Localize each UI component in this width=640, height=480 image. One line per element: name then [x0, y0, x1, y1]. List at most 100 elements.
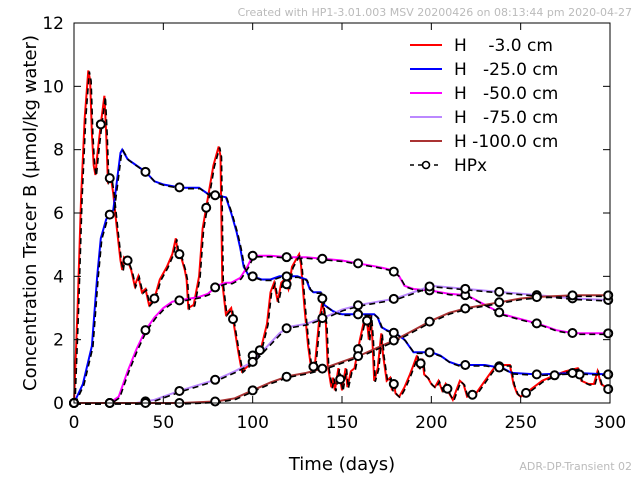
hpx-marker [460, 303, 471, 314]
hpx-marker [388, 335, 399, 346]
x-tick-label: 300 [594, 413, 626, 433]
hpx-marker [353, 309, 364, 320]
legend-marker [421, 160, 431, 170]
y-axis-label: Concentration Tracer B (µmol/kg water) [20, 35, 41, 391]
hpx-marker [281, 252, 292, 263]
hpx-marker [281, 279, 292, 290]
hpx-marker [424, 347, 435, 358]
y-tick-label: 4 [53, 267, 64, 287]
hpx-marker [210, 374, 221, 385]
hpx-line [75, 295, 611, 405]
y-tick-label: 12 [42, 14, 64, 34]
hpx-marker [362, 315, 373, 326]
x-tick-label: 50 [153, 413, 175, 433]
hpx-marker [254, 345, 265, 356]
legend-label: H -75.0 cm [454, 108, 558, 128]
hpx-marker [353, 300, 364, 311]
axis-ticks: 0 50 100 150 200 250 300 0 2 4 6 8 10 12 [42, 14, 626, 433]
legend-label: H -3.0 cm [454, 36, 553, 56]
hpx-marker [281, 371, 292, 382]
hpx-marker [424, 316, 435, 327]
hpx-marker [353, 258, 364, 269]
hpx-marker [521, 387, 532, 398]
hpx-line [74, 71, 612, 405]
hpx-marker [460, 360, 471, 370]
hpx-marker [317, 363, 328, 374]
y-tick-label: 8 [53, 141, 64, 161]
hpx-marker [531, 318, 542, 329]
plot-frame [73, 22, 611, 404]
legend-label: H -25.0 cm [454, 60, 558, 80]
hpx-marker [174, 295, 185, 306]
hpx-marker [247, 385, 258, 396]
hpx-marker [247, 356, 258, 367]
y-tick-label: 6 [53, 204, 64, 224]
hpx-marker [247, 250, 258, 261]
x-tick-label: 200 [415, 413, 447, 433]
series-line [74, 294, 610, 404]
series-line [74, 284, 611, 404]
x-axis-label: Time (days) [288, 454, 395, 475]
hpx-marker [415, 358, 426, 369]
hpx-marker [494, 307, 505, 318]
hpx-marker [603, 384, 614, 395]
hpx-marker [603, 328, 614, 339]
hpx-marker [281, 271, 292, 282]
hpx-marker [567, 290, 578, 301]
hpx-marker [603, 290, 614, 301]
y-tick-label: 10 [42, 77, 64, 97]
series-layer [69, 70, 614, 408]
hpx-marker [567, 367, 578, 378]
hpx-marker [467, 389, 478, 400]
hpx-marker [531, 369, 542, 380]
hpx-marker [210, 396, 221, 407]
hpx-marker [104, 209, 115, 220]
hpx-marker [494, 362, 505, 373]
hpx-marker [122, 255, 133, 266]
hpx-marker [603, 369, 614, 380]
hpx-marker [201, 202, 212, 213]
y-tick-label: 0 [53, 394, 64, 414]
hpx-marker [567, 328, 578, 339]
hpx-marker [174, 249, 185, 260]
hpx-marker [247, 271, 258, 282]
series-line [73, 70, 611, 404]
x-tick-label: 0 [69, 413, 80, 433]
hpx-marker [317, 253, 328, 264]
hpx-marker [174, 182, 185, 193]
hpx-marker [149, 293, 160, 304]
hpx-marker [388, 266, 399, 277]
hpx-marker [104, 173, 115, 184]
hpx-marker [442, 383, 453, 394]
hpx-marker [317, 293, 328, 304]
hpx-marker [174, 385, 185, 396]
y-tick-label: 2 [53, 331, 64, 351]
x-tick-label: 250 [504, 413, 536, 433]
hpx-marker [210, 282, 221, 293]
hpx-line [74, 149, 612, 405]
hpx-marker [140, 325, 151, 336]
hpx-marker [95, 119, 106, 130]
hpx-marker [308, 361, 319, 372]
legend: H -3.0 cm H -25.0 cm H -50.0 cm H -75.0 cm H… [410, 36, 558, 176]
hpx-marker [549, 370, 560, 381]
hpx-marker [317, 313, 328, 324]
hpx-line [75, 285, 612, 405]
hpx-marker [388, 379, 399, 389]
legend-label: H -50.0 cm [454, 84, 558, 104]
plot-id-label: ADR-DP-Transient 02 [519, 460, 632, 473]
legend-label: H -100.0 cm [454, 132, 558, 152]
legend-label: HPx [454, 156, 487, 176]
hpx-marker [281, 323, 292, 334]
hpx-marker [494, 286, 505, 297]
x-tick-label: 100 [236, 413, 268, 433]
hpx-marker [228, 314, 239, 325]
hpx-marker [460, 283, 471, 294]
series-line [73, 147, 611, 404]
hpx-marker [531, 292, 542, 303]
x-tick-label: 150 [326, 413, 358, 433]
hpx-marker [424, 281, 435, 292]
hpx-marker [140, 166, 151, 177]
hpx-marker [210, 190, 221, 201]
